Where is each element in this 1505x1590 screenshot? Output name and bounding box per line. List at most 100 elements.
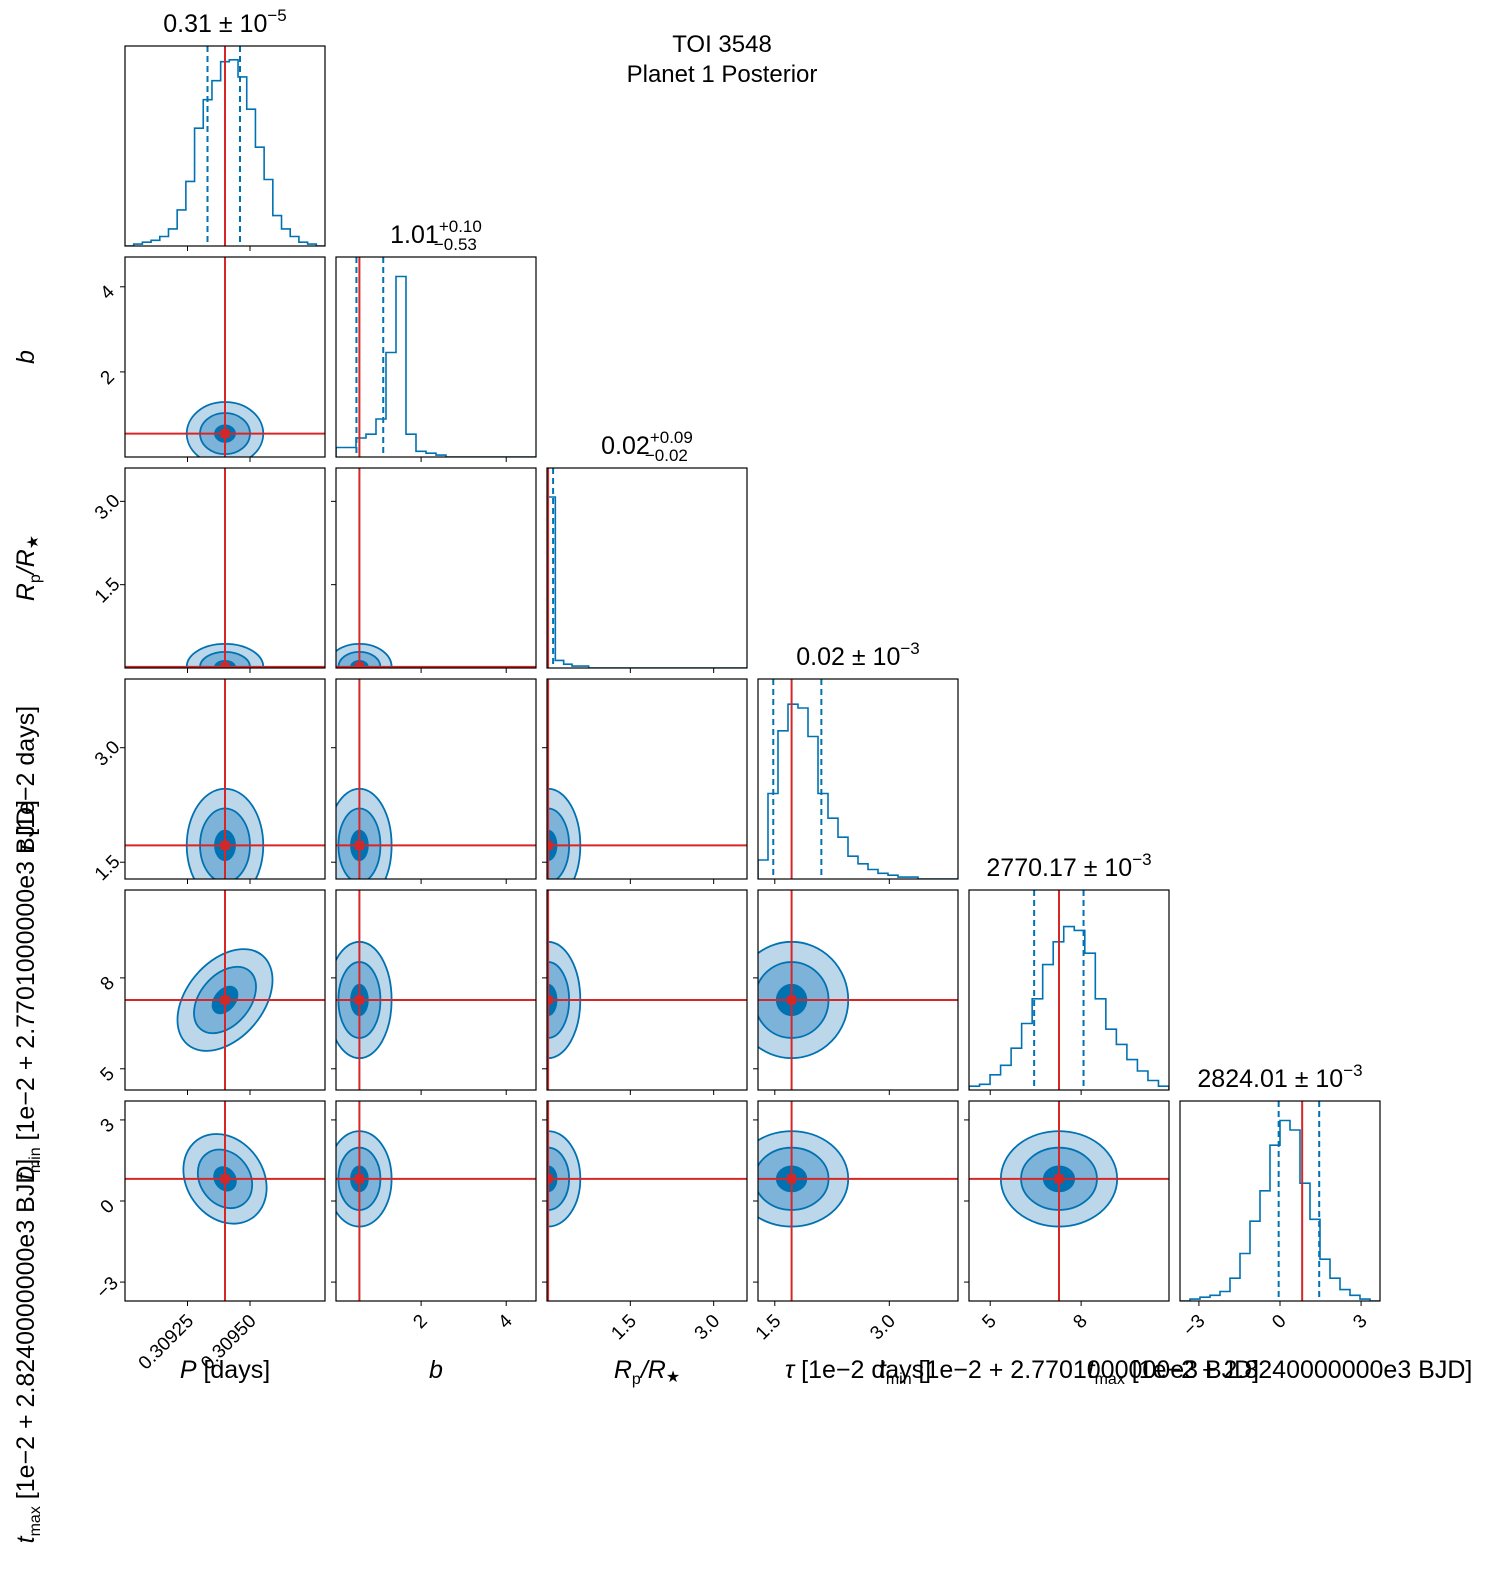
panel-Rp-Rp: 0.02+0.09 −0.02 <box>546 428 748 673</box>
panel-title-tau: 0.02 ± 10−3 <box>796 639 920 671</box>
axis-label-b: b <box>12 350 40 364</box>
panel-Rp-b <box>331 467 537 673</box>
truth-marker <box>547 995 553 1005</box>
panel-content <box>336 1101 536 1301</box>
y-tick-label: 2 <box>97 367 119 389</box>
truth-marker <box>547 1174 553 1184</box>
panel-b-b: 1.01+0.10 −0.53 <box>335 217 537 462</box>
panel-frame <box>335 256 537 458</box>
panel-content <box>125 468 325 668</box>
panel-content <box>125 1101 325 1301</box>
truth-marker <box>354 840 364 850</box>
panel-tau-P: 1.5 3.0 <box>91 678 326 885</box>
figure-title-line1: TOI 3548 <box>672 31 772 58</box>
x-tick-label: 1.5 <box>607 1311 641 1345</box>
truth-marker <box>220 662 230 668</box>
x-tick-label: 3.0 <box>691 1311 725 1345</box>
panel-content <box>125 679 325 879</box>
histogram-tmax <box>1180 1119 1380 1301</box>
truth-marker <box>1054 1174 1064 1184</box>
panel-content <box>125 46 325 246</box>
panel-tmin-b <box>331 889 537 1095</box>
truth-marker <box>787 995 797 1005</box>
panel-frame <box>335 889 537 1091</box>
panel-content <box>336 468 536 668</box>
x-tick-label: 4 <box>494 1310 517 1333</box>
panel-content <box>125 890 325 1090</box>
panel-title-P: 0.31 ± 10−5 <box>163 6 287 38</box>
panel-frame <box>335 678 537 880</box>
truth-marker <box>220 429 230 439</box>
y-tick-label: 1.5 <box>91 851 125 885</box>
panel-frame <box>124 45 326 247</box>
panel-frame <box>757 678 959 880</box>
panel-frame <box>124 256 326 458</box>
x-tick-label: 0 <box>1268 1311 1290 1333</box>
truth-marker <box>220 840 230 850</box>
histogram-tmin <box>969 925 1169 1090</box>
panel-content <box>969 890 1169 1090</box>
axis-label-tmax: tmax [1e−2 + 2.8240000000e3 BJD] <box>12 1159 44 1544</box>
panel-frame <box>546 889 748 1091</box>
panel-tmin-Rp <box>542 889 748 1095</box>
panel-frame <box>124 678 326 880</box>
panel-tmax-tmax: 2824.01 ± 10−3 −3 0 3 <box>1179 1061 1381 1341</box>
axis-label-b: b <box>429 1356 443 1384</box>
y-tick-label: 1.5 <box>91 574 125 608</box>
panel-tmin-P: 58 <box>97 889 326 1095</box>
panel-tmin-tau <box>753 889 959 1095</box>
panel-frame <box>335 467 537 669</box>
axis-label-Rp: Rp/R★ <box>12 535 44 601</box>
axis-label-tmin: tmin [1e−2 + 2.7701000000e3 BJD] <box>879 1356 1259 1388</box>
panel-content <box>336 890 536 1090</box>
x-tick-label: 1.5 <box>752 1311 786 1345</box>
y-tick-label: 3.0 <box>91 737 125 771</box>
panel-content <box>758 890 958 1090</box>
panel-content <box>336 679 536 879</box>
histogram-b <box>336 275 536 457</box>
truth-marker <box>220 995 230 1005</box>
panel-content <box>758 679 958 879</box>
axis-label-tmax: tmax [1e−2 + 2.8240000000e3 BJD] <box>1088 1356 1473 1388</box>
x-tick-label: 2 <box>409 1311 431 1333</box>
y-tick-label: −3 <box>93 1273 123 1303</box>
panel-title-Rp: 0.02+0.09 −0.02 <box>601 428 693 465</box>
panel-tmax-Rp: 1.5 3.0 <box>542 1100 748 1345</box>
panel-frame <box>546 467 748 669</box>
y-tick-label: 4 <box>97 281 120 304</box>
panel-frame <box>968 889 1170 1091</box>
truth-marker <box>354 995 364 1005</box>
y-tick-label: 0 <box>97 1196 119 1218</box>
panel-content <box>969 1101 1169 1301</box>
axis-label-Rp: Rp/R★ <box>614 1356 680 1388</box>
y-tick-label: 5 <box>97 1064 119 1086</box>
panel-content <box>758 1101 958 1301</box>
axis-label-tmin: tmin [1e−2 + 2.7701000000e3 BJD] <box>12 800 44 1180</box>
panel-content <box>547 890 747 1090</box>
panel-tmax-P: 0.30925 0.30950−303 <box>93 1100 326 1374</box>
axis-label-tau: τ [1e−2 days] <box>12 706 40 852</box>
panel-tmax-tau: 1.5 3.0 <box>752 1100 959 1345</box>
panel-frame <box>124 467 326 669</box>
panel-content <box>1180 1101 1380 1301</box>
panel-content <box>547 679 747 879</box>
panel-Rp-P: 1.5 3.0 <box>91 467 326 673</box>
panel-P-P: 0.31 ± 10−5 <box>124 6 326 251</box>
panel-tau-tau: 0.02 ± 10−3 <box>757 639 959 884</box>
x-tick-label: 8 <box>1069 1311 1091 1333</box>
panel-b-P: 24 <box>97 256 326 462</box>
x-tick-label: 3.0 <box>866 1311 900 1345</box>
panel-content <box>547 468 747 668</box>
y-tick-label: 3.0 <box>91 491 125 525</box>
panel-title-b: 1.01+0.10 −0.53 <box>390 217 482 254</box>
panel-frame <box>124 889 326 1091</box>
truth-marker <box>787 1174 797 1184</box>
truth-marker <box>354 1174 364 1184</box>
panel-frame <box>757 889 959 1091</box>
panel-content <box>336 257 536 457</box>
panel-title-tmax: 2824.01 ± 10−3 <box>1197 1061 1362 1093</box>
panel-title-tmin: 2770.17 ± 10−3 <box>986 850 1151 882</box>
